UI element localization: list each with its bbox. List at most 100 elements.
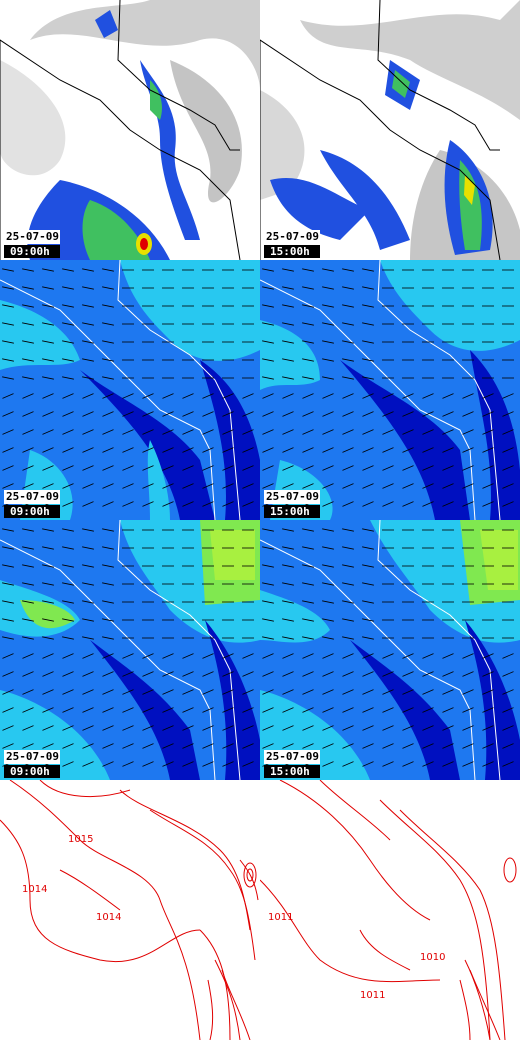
wind-arrow — [302, 429, 314, 435]
wind-arrow — [342, 376, 354, 380]
wind-arrow — [382, 689, 394, 695]
wind-arrow — [442, 689, 454, 695]
wind-arrow — [182, 707, 194, 713]
wind-arrow — [282, 743, 294, 749]
wind-arrow — [322, 483, 334, 489]
wind-arrow — [182, 465, 194, 471]
wind-arrow — [202, 465, 214, 471]
wind-arrow — [242, 725, 254, 731]
wind-arrow — [342, 268, 354, 272]
wind-arrow — [62, 707, 74, 713]
wind-arrow — [102, 304, 114, 308]
wind-arrow — [22, 268, 34, 272]
wind-arrow — [342, 322, 354, 326]
wind-arrow — [422, 429, 434, 435]
wind-arrow — [342, 582, 354, 586]
wind-arrow — [282, 268, 294, 272]
wind-arrow — [422, 707, 434, 713]
wind-arrow — [362, 286, 374, 290]
wind-arrow — [282, 546, 294, 550]
wind-arrow — [402, 725, 414, 731]
wind-arrow — [102, 429, 114, 435]
wind-arrow — [242, 447, 254, 453]
wind-arrow — [322, 393, 334, 399]
wind-arrow — [102, 618, 114, 622]
wind-arrow — [182, 501, 194, 507]
wind-arrow — [502, 411, 514, 417]
wind-arrow — [342, 636, 354, 640]
wind-arrow — [122, 483, 134, 489]
wind-arrow — [322, 286, 334, 290]
wind-arrow — [442, 653, 454, 659]
wind-arrow — [382, 501, 394, 507]
wind-arrow — [402, 393, 414, 399]
wind-arrow — [182, 671, 194, 677]
wind-arrow — [482, 707, 494, 713]
wind-arrow — [122, 653, 134, 659]
wind-arrow — [422, 501, 434, 507]
wind-arrow — [262, 376, 274, 380]
wind-arrow — [42, 340, 54, 344]
wind-arrow — [422, 725, 434, 731]
wind-arrow — [462, 483, 474, 489]
wind-arrow — [162, 743, 174, 749]
wind-arrow — [362, 304, 374, 308]
wind-arrow — [282, 465, 294, 471]
wind-arrow — [42, 322, 54, 326]
wind-arrow — [102, 725, 114, 731]
wind-arrow — [2, 447, 14, 453]
wind-arrow — [122, 429, 134, 435]
wind-arrow — [362, 707, 374, 713]
wind-arrow — [262, 483, 274, 489]
wind-arrow — [222, 447, 234, 453]
wind-arrow — [102, 358, 114, 362]
wind-arrow — [62, 761, 74, 767]
wind-arrow — [342, 483, 354, 489]
isobar-label-1015: 1015 — [68, 834, 93, 845]
wind-arrow — [322, 358, 334, 362]
precip-map-1500 — [260, 0, 520, 260]
wind-arrow — [242, 707, 254, 713]
wind-arrow — [222, 429, 234, 435]
wind-arrow — [222, 483, 234, 489]
wind-arrow — [302, 465, 314, 471]
wind-arrow — [162, 429, 174, 435]
wind-arrow — [162, 689, 174, 695]
wind-arrow — [42, 465, 54, 471]
wind-arrow — [382, 393, 394, 399]
wind-high-map-0900 — [0, 520, 260, 780]
wind-low-map-0900 — [0, 260, 260, 520]
wind-arrow — [62, 376, 74, 380]
wind-arrow — [302, 358, 314, 362]
wind-arrow — [462, 393, 474, 399]
wind-arrow — [82, 340, 94, 344]
wind-arrow — [282, 636, 294, 640]
wind-arrow — [502, 653, 514, 659]
wind-arrow — [322, 600, 334, 604]
wind-arrow — [282, 411, 294, 417]
wind-arrow — [262, 653, 274, 659]
wind-arrow — [202, 689, 214, 695]
wind-arrow — [142, 671, 154, 677]
wind-arrow — [242, 465, 254, 471]
wind-arrow — [302, 582, 314, 586]
wind-arrow — [102, 528, 114, 532]
wind-arrow — [182, 725, 194, 731]
wind-arrow — [2, 707, 14, 713]
wind-arrow — [122, 743, 134, 749]
wind-arrow — [342, 725, 354, 731]
wind-arrow — [442, 501, 454, 507]
wind-arrow — [482, 447, 494, 453]
wind-arrows — [2, 268, 254, 507]
wind-arrow — [322, 304, 334, 308]
wind-arrow — [82, 286, 94, 290]
wind-arrow — [482, 483, 494, 489]
wind-arrow — [162, 653, 174, 659]
wind-arrow — [382, 447, 394, 453]
wind-arrow — [242, 671, 254, 677]
wind-arrow — [442, 429, 454, 435]
wind-arrow — [422, 411, 434, 417]
wind-arrow — [302, 689, 314, 695]
wind-arrow — [102, 636, 114, 640]
wind-arrow — [202, 725, 214, 731]
